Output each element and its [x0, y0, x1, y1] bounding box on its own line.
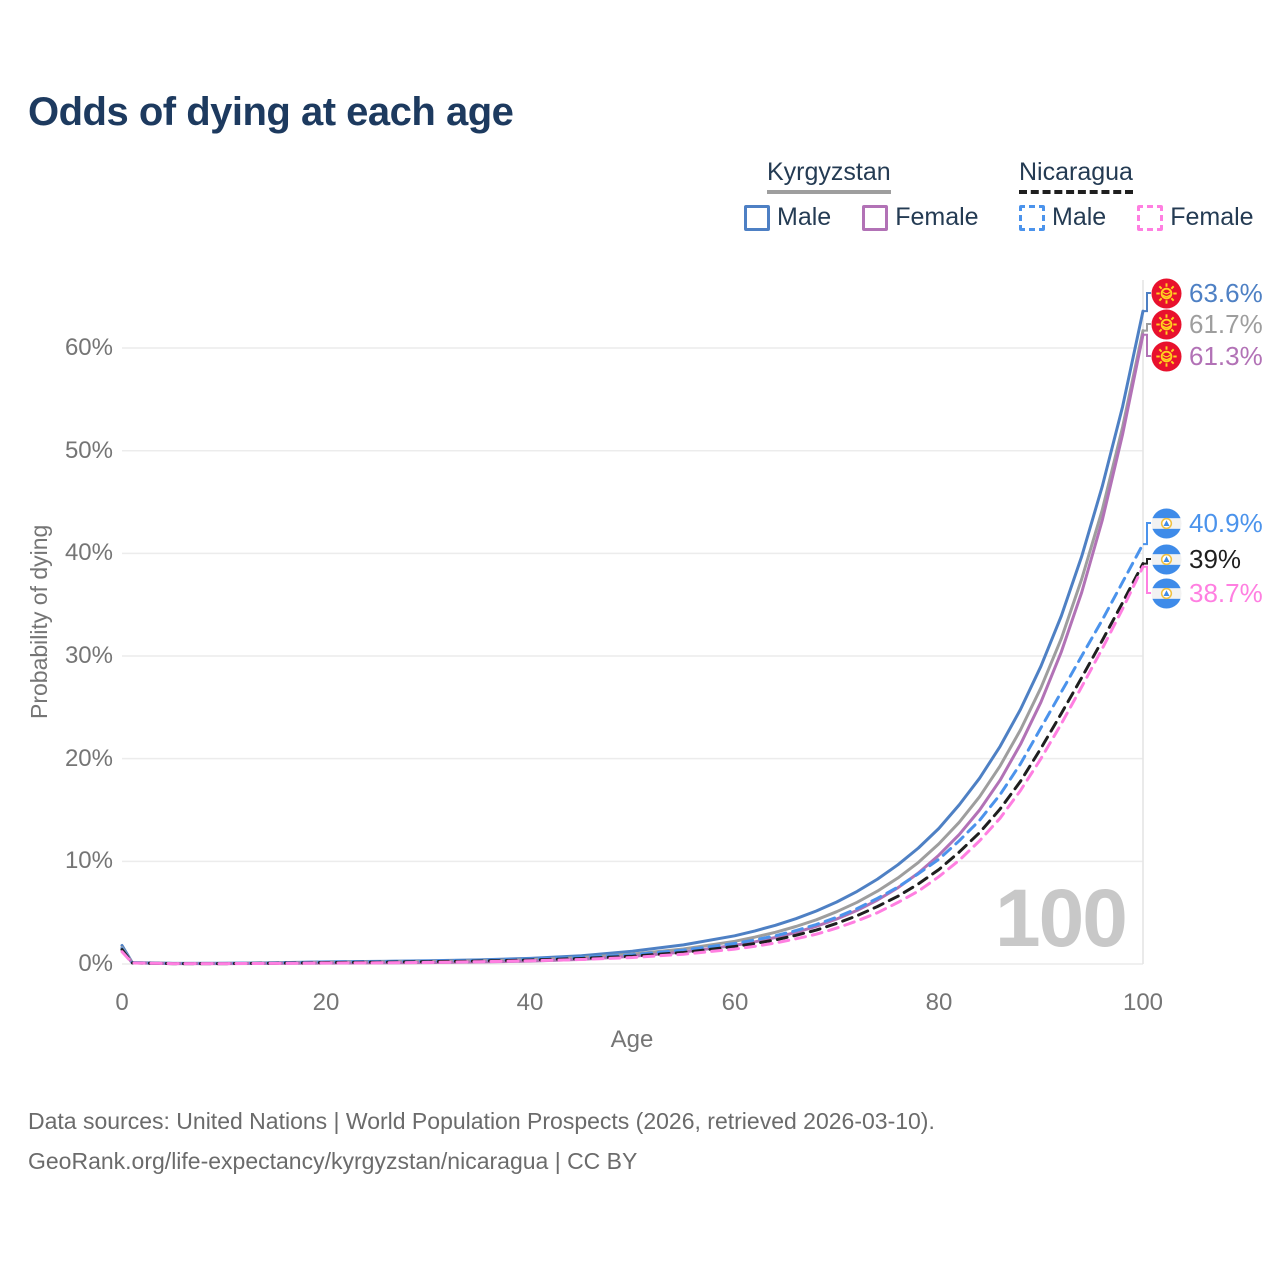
x-tick-80: 80 [925, 989, 953, 1016]
legend-item-nicaragua-male[interactable]: Male [1019, 203, 1106, 232]
series-lines [120, 309, 1145, 966]
y-tick-40: 40% [64, 539, 113, 566]
end-label-nicaragua-female: 38.7% [1151, 578, 1263, 609]
x-tick-20: 20 [312, 989, 340, 1016]
legend-row-nicaragua: Male Female [1019, 203, 1276, 232]
line-kyrgyzstan-both-sexes [120, 329, 1145, 965]
x-axis-title: Age [610, 1026, 654, 1053]
x-tick-40: 40 [516, 989, 544, 1016]
end-label-value: 39% [1189, 544, 1242, 574]
nicaragua-flag-icon [1151, 508, 1182, 539]
end-label-value: 38.7% [1189, 578, 1263, 608]
legend-swatch-kyrgyzstan-female [862, 204, 889, 231]
legend-label: Female [1170, 203, 1254, 231]
y-axis-title: Probability of dying [26, 524, 52, 720]
legend-swatch-nicaragua-male [1019, 204, 1045, 231]
legend-label: Female [895, 203, 979, 231]
y-tick-30: 30% [64, 642, 113, 669]
legend-item-kyrgyzstan-female[interactable]: Female [862, 203, 979, 232]
y-tick-0: 0% [78, 950, 113, 977]
end-label-kyrgyzstan-female: 61.3% [1151, 341, 1263, 372]
gridlines [122, 280, 1144, 965]
x-tick-100: 100 [1122, 989, 1164, 1016]
legend-row-kyrgyzstan: Male Female [744, 203, 1001, 232]
connector-3 [1143, 522, 1151, 546]
kyrgyzstan-flag-icon [1151, 278, 1182, 309]
legend-swatch-nicaragua-female [1137, 204, 1164, 231]
legend-label: Male [777, 203, 832, 231]
legend-group-nicaragua: Nicaragua [1019, 158, 1133, 194]
end-label-value: 61.3% [1189, 341, 1263, 371]
page-title: Odds of dying at each age [28, 90, 514, 134]
legend-group-kyrgyzstan: Kyrgyzstan [767, 158, 891, 194]
connector-2 [1143, 333, 1151, 357]
kyrgyzstan-flag-icon [1151, 309, 1182, 340]
kyrgyzstan-flag-icon [1151, 341, 1182, 372]
end-label-value: 63.6% [1189, 278, 1263, 308]
legend-label: Male [1052, 203, 1107, 231]
nicaragua-flag-icon [1151, 544, 1182, 575]
legend-item-nicaragua-female[interactable]: Female [1137, 203, 1254, 232]
chart-canvas [120, 280, 1151, 966]
y-tick-60: 60% [64, 334, 113, 361]
end-label-kyrgyzstan-male: 63.6% [1151, 278, 1263, 309]
end-label-value: 40.9% [1189, 508, 1263, 538]
x-tick-60: 60 [721, 989, 749, 1016]
end-label-value: 61.7% [1189, 309, 1263, 339]
line-kyrgyzstan-female [120, 333, 1145, 966]
connector-1 [1143, 323, 1151, 332]
connector-0 [1143, 292, 1151, 313]
line-kyrgyzstan-male [120, 309, 1145, 965]
connector-4 [1143, 558, 1151, 565]
legend-swatch-kyrgyzstan-male [744, 204, 770, 231]
line-nicaragua-male [120, 542, 1145, 965]
y-tick-20: 20% [64, 745, 113, 772]
end-label-kyrgyzstan-both: 61.7% [1151, 309, 1263, 340]
y-tick-10: 10% [64, 847, 113, 874]
nicaragua-flag-icon [1151, 578, 1182, 609]
attribution-line: GeoRank.org/life-expectancy/kyrgyzstan/n… [28, 1148, 638, 1174]
line-nicaragua-female [120, 565, 1145, 966]
end-label-nicaragua-male: 40.9% [1151, 508, 1263, 539]
data-source-line: Data sources: United Nations | World Pop… [28, 1108, 935, 1134]
connector-5 [1143, 565, 1151, 594]
end-label-nicaragua-both: 39% [1151, 544, 1241, 575]
legend-item-kyrgyzstan-male[interactable]: Male [744, 203, 831, 232]
age-marker-watermark: 100 [995, 873, 1128, 964]
x-tick-0: 0 [115, 989, 129, 1016]
label-connectors [1143, 292, 1151, 594]
y-tick-50: 50% [64, 437, 113, 464]
